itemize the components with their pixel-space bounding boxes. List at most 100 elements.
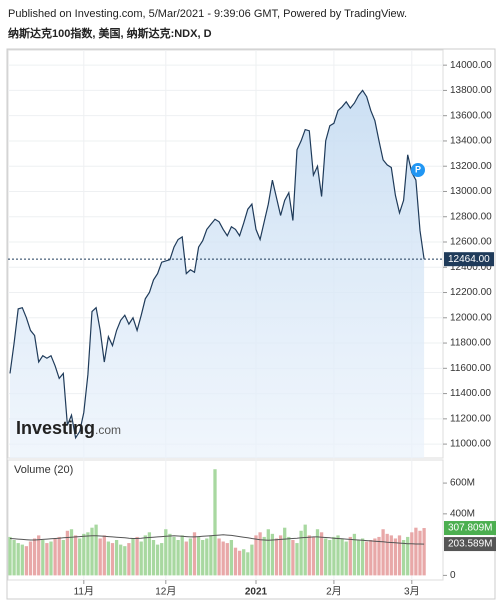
volume-bar (418, 530, 422, 576)
logo-suffix: .com (95, 423, 121, 437)
volume-bar (37, 535, 41, 576)
volume-bar (328, 540, 332, 576)
x-tick-label: 2021 (245, 587, 268, 598)
volume-bar (61, 540, 65, 576)
volume-bar (147, 532, 152, 576)
volume-bar (250, 544, 254, 576)
y-tick-label: 13800.00 (450, 85, 492, 96)
volume-bar (401, 540, 406, 576)
area-fill (10, 90, 425, 459)
volume-bar (377, 536, 381, 576)
volume-bar (127, 543, 131, 576)
volume-bar (397, 535, 402, 576)
volume-bar (295, 543, 299, 576)
last-price-label: 12464.00 (448, 254, 490, 265)
y-tick-label: 13400.00 (450, 136, 492, 147)
volume-bar (98, 538, 102, 576)
volume-bar (164, 529, 168, 576)
volume-bar (131, 538, 135, 576)
y-tick-label: 12600.00 (450, 237, 492, 248)
volume-bar (151, 540, 156, 576)
volume-panel (7, 459, 444, 581)
volume-bar (205, 538, 209, 576)
volume-bar (201, 540, 205, 576)
p-icon (411, 163, 425, 177)
volume-bar (315, 529, 320, 576)
y-tick-label: 13000.00 (450, 186, 492, 197)
y-tick-label: 0 (450, 570, 456, 581)
logo: Investing (16, 418, 95, 438)
volume-bar (119, 544, 123, 576)
volume-bar (106, 541, 111, 576)
volume-bar (299, 530, 303, 576)
volume-bar (188, 538, 193, 576)
volume-bar (385, 533, 389, 576)
volume-bar (422, 528, 426, 576)
volume-bar (389, 535, 393, 576)
volume-bar (278, 535, 283, 576)
y-tick-label: 11200.00 (450, 413, 491, 424)
volume-bar (393, 538, 398, 576)
volume-bar (344, 541, 348, 576)
y-tick-label: 11400.00 (450, 388, 491, 399)
y-tick-label: 12800.00 (450, 211, 492, 222)
volume-bar (114, 540, 119, 576)
volume-bar (45, 543, 49, 576)
volume-bar (73, 535, 78, 576)
volume-bar (49, 541, 53, 576)
volume-bar (172, 536, 176, 576)
volume-bar (225, 543, 229, 576)
volume-bar (160, 543, 164, 576)
price-line (9, 89, 425, 440)
x-tick-label: 2月 (326, 586, 342, 598)
volume-bar (102, 535, 106, 576)
y-tick-label: 12200.00 (450, 287, 492, 298)
volume-bar (20, 544, 24, 576)
volume-bar (184, 541, 188, 576)
volume-bar (266, 529, 270, 576)
volume-ma (9, 534, 425, 545)
volume-bar (414, 527, 418, 576)
volume-bar (274, 538, 279, 576)
last-volume-label: 203.589M (448, 539, 492, 550)
volume-bar (78, 538, 82, 576)
volume-bar (213, 469, 217, 576)
y-tick-label: 12000.00 (450, 312, 492, 323)
volume-bar (348, 536, 352, 576)
volume-bar (369, 540, 373, 576)
volume-bar (209, 535, 213, 576)
volume-bar (28, 541, 33, 576)
y-tick-label: 12400.00 (450, 262, 492, 273)
volume-bar (373, 538, 377, 576)
volume-bar (381, 529, 385, 576)
last-volume-label: 307.809M (448, 523, 492, 534)
volume-bar (336, 535, 340, 576)
volume-bar (53, 538, 57, 576)
volume-bar (246, 552, 250, 576)
volume-bar (262, 536, 266, 576)
volume-bar (135, 536, 139, 576)
volume-bar (139, 541, 143, 576)
volume-bar (303, 524, 307, 576)
volume-bar (32, 538, 37, 576)
volume-bar (16, 543, 20, 576)
volume-bar (254, 535, 258, 576)
volume-bar (69, 529, 74, 576)
volume-bar (365, 541, 369, 576)
y-tick-label: 400M (450, 508, 475, 519)
volume-bar (196, 536, 201, 576)
volume-bar (86, 532, 90, 576)
volume-bar (12, 540, 16, 576)
symbol: 纳斯达克100指数, 美国, 纳斯达克:NDX, D (8, 26, 212, 40)
published: Published on Investing.com, 5/Mar/2021 -… (8, 8, 407, 20)
volume-bar (57, 536, 61, 576)
volume-bar (410, 532, 414, 576)
volume-bar (90, 527, 94, 576)
volume-bar (168, 533, 172, 576)
volume-bar (332, 536, 336, 576)
volume-bar (143, 535, 147, 576)
p-icon-letter: P (415, 164, 421, 174)
volume-bar (192, 532, 197, 576)
volume-bar (65, 530, 70, 576)
